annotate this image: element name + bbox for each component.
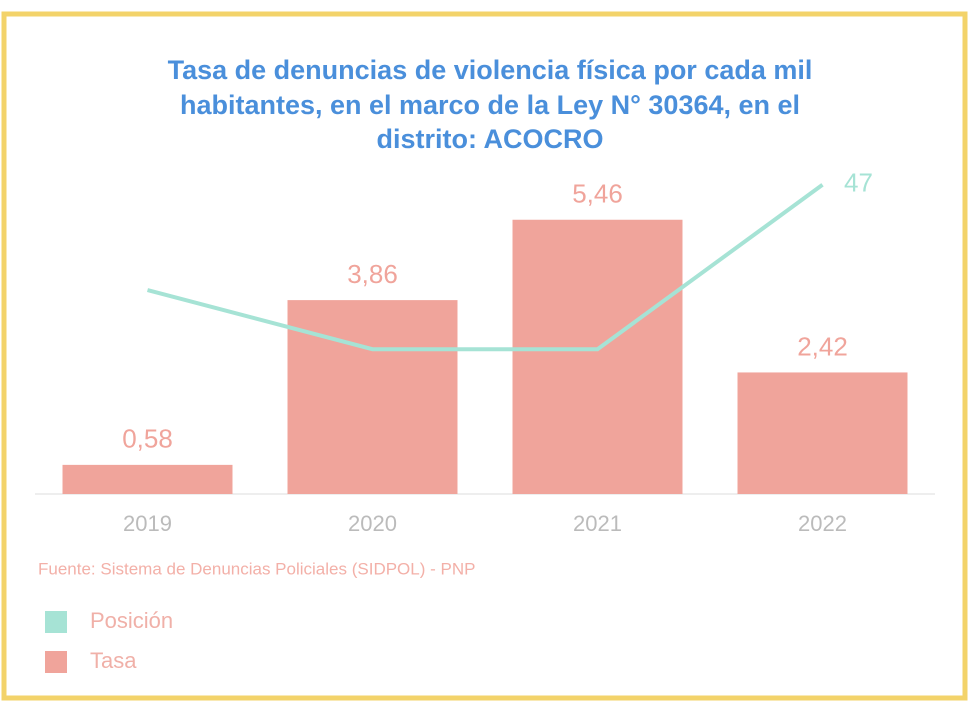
legend-label: Posición xyxy=(90,608,173,633)
chart-title: distrito: ACOCRO xyxy=(377,124,604,154)
x-tick-label: 2020 xyxy=(348,511,397,536)
bar xyxy=(737,372,908,494)
bar xyxy=(287,300,458,494)
chart-title: habitantes, en el marco de la Ley N° 303… xyxy=(180,90,800,120)
source: Fuente: Sistema de Denuncias Policiales … xyxy=(38,559,475,578)
bar xyxy=(62,464,233,494)
data-label: 47 xyxy=(844,168,873,198)
bar xyxy=(512,219,683,494)
x-tick-label: 2022 xyxy=(798,511,847,536)
x-tick-label: 2021 xyxy=(573,511,622,536)
line xyxy=(146,183,824,352)
chart-title: Tasa de denuncias de violencia física po… xyxy=(168,55,813,85)
data-label: 0,58 xyxy=(122,424,173,454)
frame xyxy=(1,11,968,701)
x-tick-label: 2019 xyxy=(123,511,172,536)
legend-swatch xyxy=(45,651,67,673)
data-label: 2,42 xyxy=(797,331,848,361)
data-label: 5,46 xyxy=(572,179,623,209)
legend-swatch xyxy=(45,611,67,633)
legend-label: Tasa xyxy=(90,648,137,673)
data-label: 3,86 xyxy=(347,259,398,289)
